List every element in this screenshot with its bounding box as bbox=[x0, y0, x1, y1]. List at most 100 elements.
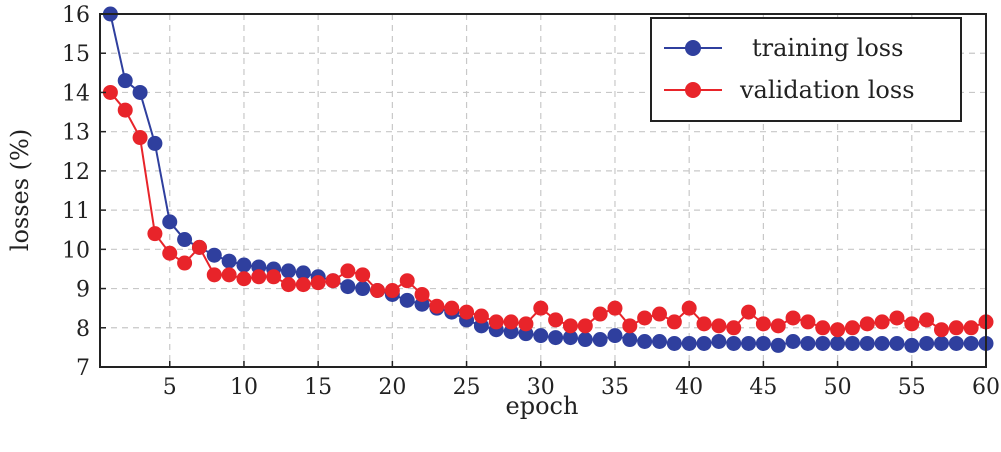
training-loss-point bbox=[933, 335, 949, 351]
training-loss-point bbox=[889, 335, 905, 351]
validation-loss-point bbox=[933, 322, 949, 338]
training-loss-point bbox=[177, 232, 193, 248]
validation-loss-point bbox=[681, 300, 697, 316]
training-loss-point bbox=[755, 335, 771, 351]
validation-loss-point bbox=[221, 267, 237, 283]
training-loss-point bbox=[399, 292, 415, 308]
x-tick-label: 25 bbox=[453, 375, 481, 400]
legend-training-label: training loss bbox=[752, 34, 903, 62]
training-loss-point bbox=[280, 263, 296, 279]
legend-training-marker bbox=[685, 40, 701, 56]
y-tick-label: 14 bbox=[62, 81, 90, 106]
plot-frame bbox=[99, 13, 987, 368]
x-tick-label: 5 bbox=[163, 375, 177, 400]
training-loss-point bbox=[592, 332, 608, 348]
validation-loss-point bbox=[592, 306, 608, 322]
validation-loss-point bbox=[310, 275, 326, 291]
validation-loss-point bbox=[815, 320, 831, 336]
x-tick-label: 55 bbox=[898, 375, 926, 400]
training-loss-point bbox=[904, 337, 920, 353]
validation-loss-point bbox=[652, 306, 668, 322]
x-tick-label: 60 bbox=[972, 375, 1000, 400]
training-loss-point bbox=[132, 84, 148, 100]
validation-loss-point bbox=[236, 271, 252, 287]
training-loss-point bbox=[948, 335, 964, 351]
training-loss-point bbox=[815, 335, 831, 351]
validation-loss-point bbox=[607, 300, 623, 316]
y-tick-label: 9 bbox=[76, 278, 90, 303]
legend-box bbox=[650, 17, 962, 122]
training-loss-point bbox=[785, 334, 801, 350]
legend-validation-label: validation loss bbox=[739, 76, 915, 104]
training-loss-point bbox=[741, 335, 757, 351]
training-loss-point bbox=[963, 335, 979, 351]
x-tick-label: 40 bbox=[675, 375, 703, 400]
y-tick-label: 10 bbox=[62, 238, 90, 263]
training-loss-point bbox=[844, 335, 860, 351]
validation-loss-point bbox=[874, 314, 890, 330]
x-tick-label: 10 bbox=[230, 375, 258, 400]
x-axis-title: epoch bbox=[506, 392, 579, 420]
x-tick-label: 20 bbox=[378, 375, 406, 400]
x-tick-label: 35 bbox=[601, 375, 629, 400]
validation-loss-point bbox=[355, 267, 371, 283]
validation-loss-point bbox=[102, 84, 118, 100]
validation-loss-point bbox=[889, 310, 905, 326]
y-tick-label: 7 bbox=[76, 356, 90, 381]
validation-loss-point bbox=[637, 310, 653, 326]
validation-loss-point bbox=[251, 269, 267, 285]
validation-loss-point bbox=[577, 318, 593, 334]
validation-loss-point bbox=[548, 312, 564, 328]
validation-loss-point bbox=[162, 245, 178, 261]
training-loss-point bbox=[652, 334, 668, 350]
validation-loss-point bbox=[266, 269, 282, 285]
validation-loss-point bbox=[117, 102, 133, 118]
training-loss-point bbox=[830, 335, 846, 351]
training-loss-point bbox=[874, 335, 890, 351]
legend: training loss validation loss bbox=[650, 17, 962, 122]
training-loss-point bbox=[681, 335, 697, 351]
training-loss-point bbox=[607, 328, 623, 344]
validation-loss-point bbox=[785, 310, 801, 326]
series-layer bbox=[102, 6, 994, 353]
training-loss-point bbox=[800, 335, 816, 351]
x-tick-label: 50 bbox=[824, 375, 852, 400]
validation-loss-point bbox=[726, 320, 742, 336]
validation-loss-point bbox=[518, 316, 534, 332]
training-loss-point bbox=[919, 335, 935, 351]
validation-loss-point bbox=[295, 277, 311, 293]
validation-loss-point bbox=[830, 322, 846, 338]
x-tick-label: 15 bbox=[304, 375, 332, 400]
validation-loss-point bbox=[370, 283, 386, 299]
validation-loss-point bbox=[533, 300, 549, 316]
validation-loss-point bbox=[340, 263, 356, 279]
validation-loss-point bbox=[904, 316, 920, 332]
training-loss-point bbox=[340, 279, 356, 295]
validation-loss-point bbox=[948, 320, 964, 336]
validation-loss-line bbox=[109, 91, 987, 331]
training-loss-point bbox=[236, 257, 252, 273]
training-loss-point bbox=[726, 335, 742, 351]
training-loss-point bbox=[533, 328, 549, 344]
validation-loss-point bbox=[562, 318, 578, 334]
training-loss-point bbox=[637, 334, 653, 350]
validation-loss-point bbox=[459, 304, 475, 320]
training-loss-point bbox=[355, 281, 371, 297]
validation-loss-point bbox=[414, 286, 430, 302]
validation-loss-point bbox=[755, 316, 771, 332]
y-tick-label: 11 bbox=[62, 199, 90, 224]
validation-loss-point bbox=[384, 283, 400, 299]
y-tick-label: 12 bbox=[62, 160, 90, 185]
validation-loss-point bbox=[177, 255, 193, 271]
training-loss-point bbox=[622, 332, 638, 348]
validation-loss-point bbox=[280, 277, 296, 293]
y-tick-label: 8 bbox=[76, 317, 90, 342]
validation-loss-point bbox=[844, 320, 860, 336]
validation-loss-point bbox=[622, 318, 638, 334]
training-loss-point bbox=[666, 335, 682, 351]
validation-loss-point bbox=[770, 318, 786, 334]
y-tick-label: 16 bbox=[62, 3, 90, 28]
training-loss-point bbox=[696, 335, 712, 351]
validation-loss-point bbox=[206, 267, 222, 283]
training-loss-point bbox=[162, 214, 178, 230]
